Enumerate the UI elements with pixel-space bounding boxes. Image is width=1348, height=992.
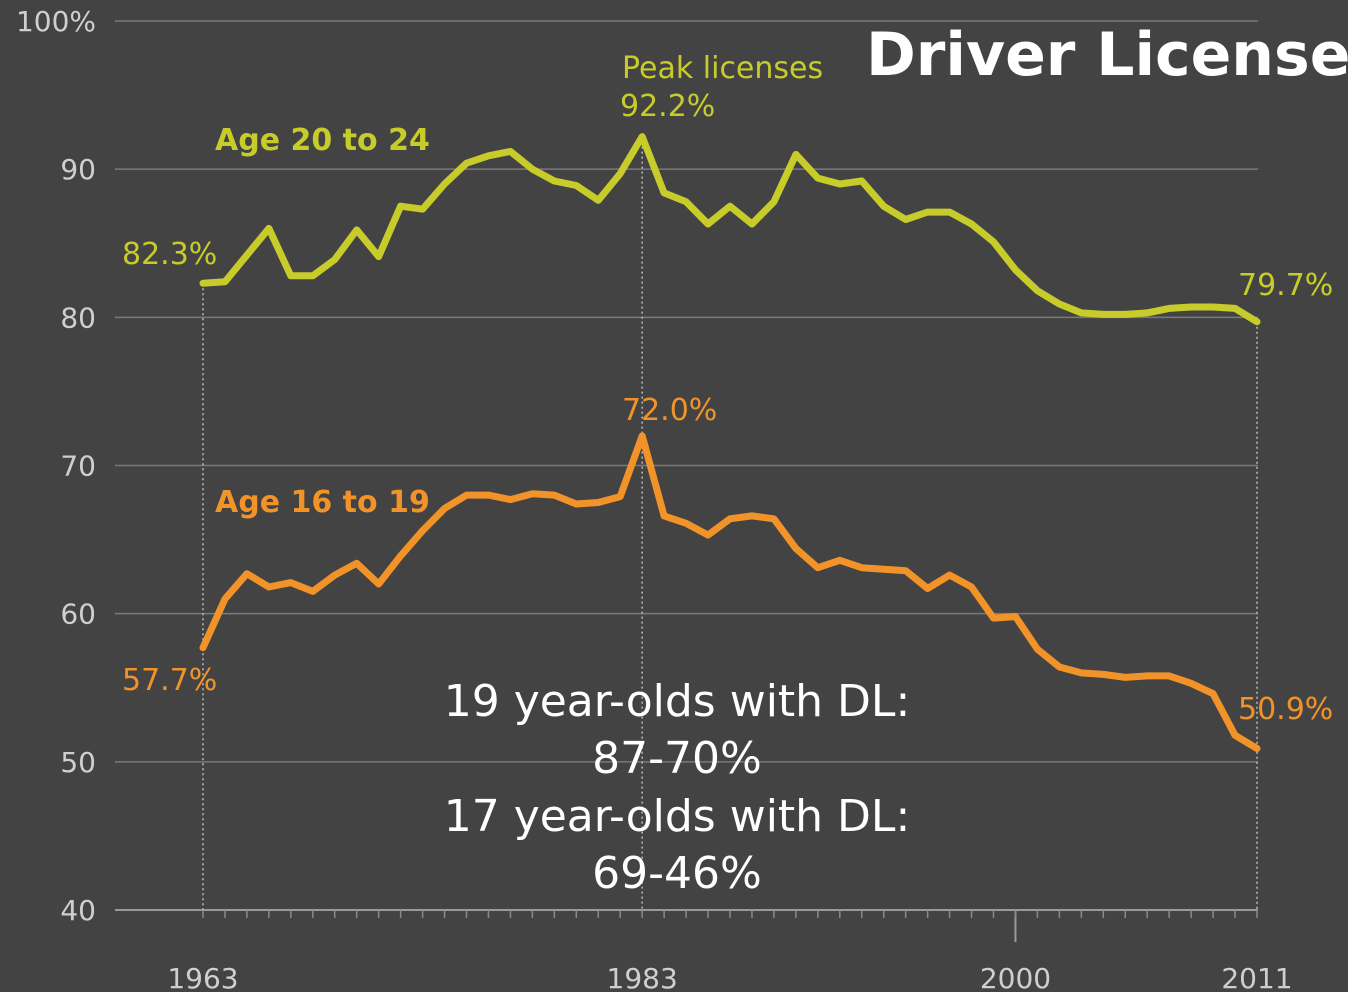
y-tick-label: 90 xyxy=(60,153,96,186)
end-16-19-label: 50.9% xyxy=(1238,692,1333,727)
end-20-24-label: 79.7% xyxy=(1238,268,1333,303)
peak-title-label: Peak licenses xyxy=(622,51,823,86)
note-line-4: 69-46% xyxy=(592,848,762,899)
series-lines xyxy=(199,133,1261,752)
x-tick-label: 1983 xyxy=(607,962,678,992)
peak-20-24-label: 92.2% xyxy=(620,89,715,124)
y-tick-label: 100% xyxy=(16,5,96,38)
start-20-24-label: 82.3% xyxy=(122,237,217,272)
chart-title: Driver Licenses xyxy=(866,20,1348,90)
series-label-20-24: Age 20 to 24 xyxy=(215,123,430,158)
y-tick-label: 40 xyxy=(60,894,96,927)
series-line-1 xyxy=(199,432,1261,752)
note-line-2: 87-70% xyxy=(592,733,762,784)
series-label-16-19: Age 16 to 19 xyxy=(215,485,430,520)
x-tick-label: 2011 xyxy=(1221,962,1292,992)
y-tick-label: 80 xyxy=(60,301,96,334)
series-line-0 xyxy=(199,133,1261,326)
x-axis: 1963 1983 2000 2011 xyxy=(167,136,1293,992)
peak-16-19-label: 72.0% xyxy=(622,393,717,428)
y-tick-label: 70 xyxy=(60,450,96,483)
start-16-19-label: 57.7% xyxy=(122,663,217,698)
x-tick-label: 1963 xyxy=(167,962,238,992)
note-block: 19 year-olds with DL: 87-70% 17 year-old… xyxy=(444,676,911,899)
note-line-1: 19 year-olds with DL: xyxy=(444,676,911,727)
y-tick-label: 60 xyxy=(60,598,96,631)
y-tick-label: 50 xyxy=(60,746,96,779)
y-axis-ticks: 100% 90 80 70 60 50 40 xyxy=(16,5,96,927)
x-tick-label: 2000 xyxy=(980,962,1051,992)
note-line-3: 17 year-olds with DL: xyxy=(444,791,911,842)
